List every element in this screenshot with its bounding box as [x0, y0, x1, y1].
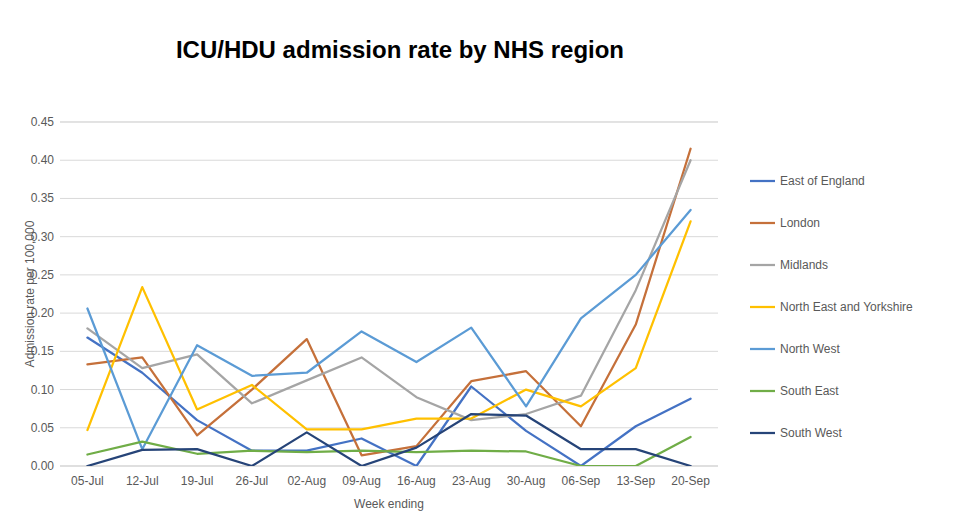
y-tick-label: 0.05	[31, 421, 55, 435]
x-tick-label: 13-Sep	[616, 474, 655, 488]
legend-label: South West	[780, 426, 842, 440]
grid-line	[60, 160, 718, 161]
series-line	[87, 210, 690, 449]
legend-label: London	[780, 216, 820, 230]
grid-line	[60, 427, 718, 428]
x-tick-label: 09-Aug	[342, 474, 381, 488]
grid-line	[60, 389, 718, 390]
x-tick-label: 26-Jul	[236, 474, 269, 488]
x-tick-label: 16-Aug	[397, 474, 436, 488]
grid-line	[60, 122, 718, 123]
x-tick-label: 06-Sep	[562, 474, 601, 488]
y-tick-label: 0.10	[31, 383, 55, 397]
grid-line	[60, 313, 718, 314]
title: ICU/HDU admission rate by NHS region	[176, 36, 624, 63]
series-line	[87, 437, 690, 466]
legend-swatch	[750, 390, 775, 392]
grid-line	[60, 236, 718, 237]
x-tick-label: 12-Jul	[126, 474, 159, 488]
legend-swatch	[750, 222, 775, 224]
grid-line	[60, 274, 718, 275]
chart: ICU/HDU admission rate by NHS region 0.00…	[0, 0, 960, 524]
legend-swatch	[750, 264, 775, 266]
x-tick-label: 20-Sep	[671, 474, 710, 488]
legend-label: North East and Yorkshire	[780, 300, 913, 314]
y-tick-label: 0.00	[31, 459, 55, 473]
legend-label: North West	[780, 342, 840, 356]
legend-label: East of England	[780, 174, 865, 188]
legend-swatch	[750, 432, 775, 434]
x-tick-label: 23-Aug	[452, 474, 491, 488]
grid-line	[60, 198, 718, 199]
legend-swatch	[750, 180, 775, 182]
legend-label: Midlands	[780, 258, 828, 272]
series-line	[87, 414, 690, 466]
plot-top-line	[60, 122, 718, 123]
x-tick-label: 05-Jul	[71, 474, 104, 488]
legend-swatch	[750, 306, 775, 308]
y-tick-label: 0.35	[31, 191, 55, 205]
grid-line	[60, 351, 718, 352]
x-tick-label: 19-Jul	[181, 474, 214, 488]
x-tick-label: 02-Aug	[287, 474, 326, 488]
y-tick-label: 0.40	[31, 153, 55, 167]
plot-area	[87, 149, 690, 466]
y-tick-label: 0.45	[31, 115, 55, 129]
series-line	[87, 149, 690, 456]
legend-swatch	[750, 348, 775, 350]
x-tick-label: 30-Aug	[507, 474, 546, 488]
series-line	[87, 221, 690, 430]
legend-label: South East	[780, 384, 839, 398]
y-axis-title: Admission rate per 100,000	[23, 220, 37, 367]
x-axis-title: Week ending	[354, 497, 424, 511]
